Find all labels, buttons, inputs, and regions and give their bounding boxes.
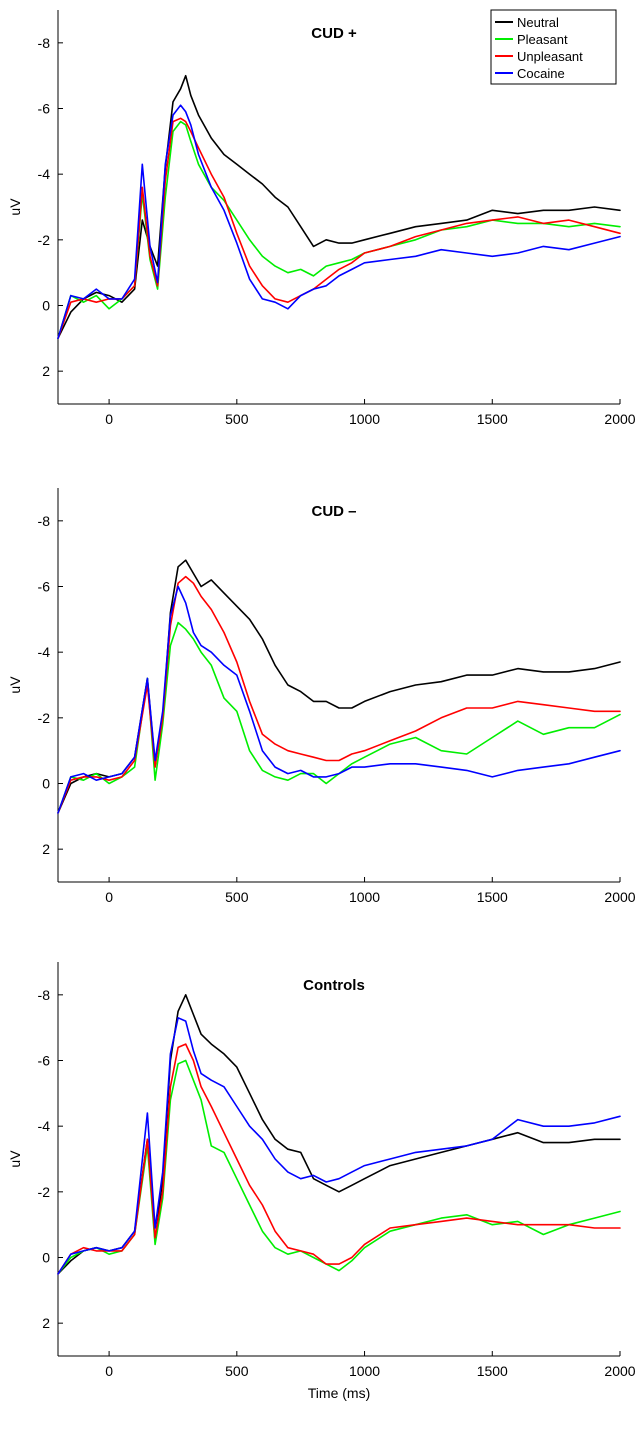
legend-label-unpleasant: Unpleasant [517, 49, 583, 64]
y-tick-label: -8 [38, 987, 51, 1003]
chart-panel-2: -8 -6 -4 -2 0 2 0 500 1000 1500 2000 uV CUD – [7, 488, 636, 905]
y-tick-label: -2 [38, 232, 51, 248]
series-line-cocaine [57, 104, 621, 340]
y-tick-label: 2 [42, 1315, 50, 1331]
x-tick-label: 2000 [604, 889, 635, 905]
x-tick-label: 1500 [477, 1363, 508, 1379]
series-line-cocaine [57, 1016, 621, 1275]
legend-label-neutral: Neutral [517, 15, 559, 30]
y-tick-label: -2 [38, 1184, 51, 1200]
y-tick-label: -4 [38, 1118, 51, 1134]
x-tick-label: 2000 [604, 1363, 635, 1379]
x-tick-label: 1500 [477, 889, 508, 905]
series-line-neutral [57, 74, 621, 340]
y-tick-label: 2 [42, 841, 50, 857]
series-line-unpleasant [57, 117, 621, 340]
series-line-unpleasant [57, 575, 621, 814]
x-tick-label: 1000 [349, 1363, 380, 1379]
x-tick-label: 1500 [477, 411, 508, 427]
series-line-neutral [57, 993, 621, 1275]
y-tick-label: -8 [38, 35, 51, 51]
y-tick-label: -6 [38, 1053, 51, 1069]
y-axis-label: uV [7, 198, 23, 216]
x-tick-label: 2000 [604, 411, 635, 427]
chart-panel-3: -8 -6 -4 -2 0 2 0 500 1000 1500 2000 uV Time (ms) Con… [7, 962, 636, 1401]
x-tick-label: 500 [225, 411, 249, 427]
series-line-pleasant [57, 120, 621, 340]
y-tick-label: -4 [38, 166, 51, 182]
x-tick-label: 0 [105, 411, 113, 427]
y-axis-label: uV [7, 676, 23, 694]
series-line-neutral [57, 559, 621, 814]
x-tick-label: 0 [105, 889, 113, 905]
y-axis-label: uV [7, 1150, 23, 1168]
panel-title: Controls [303, 977, 365, 994]
panel-title: CUD + [311, 25, 357, 42]
series-line-cocaine [57, 585, 621, 814]
y-tick-label: -2 [38, 710, 51, 726]
y-tick-label: -6 [38, 101, 51, 117]
x-tick-label: 1000 [349, 889, 380, 905]
y-tick-label: -6 [38, 579, 51, 595]
y-tick-label: -4 [38, 644, 51, 660]
x-tick-label: 1000 [349, 411, 380, 427]
y-tick-label: -8 [38, 513, 51, 529]
legend: Neutral Pleasant Unpleasant Cocaine [490, 9, 617, 85]
x-axis-label: Time (ms) [308, 1385, 370, 1401]
x-tick-label: 500 [225, 889, 249, 905]
legend-label-pleasant: Pleasant [517, 32, 568, 47]
legend-label-cocaine: Cocaine [517, 66, 565, 81]
panel-title: CUD – [311, 503, 356, 520]
x-tick-label: 0 [105, 1363, 113, 1379]
y-tick-label: 0 [42, 1250, 50, 1266]
y-tick-label: 0 [42, 298, 50, 314]
x-tick-label: 500 [225, 1363, 249, 1379]
chart-panel-1: -8 -6 -4 -2 0 2 0 500 1000 1500 2000 uV CUD + [7, 10, 636, 427]
y-tick-label: 2 [42, 363, 50, 379]
y-tick-label: 0 [42, 776, 50, 792]
